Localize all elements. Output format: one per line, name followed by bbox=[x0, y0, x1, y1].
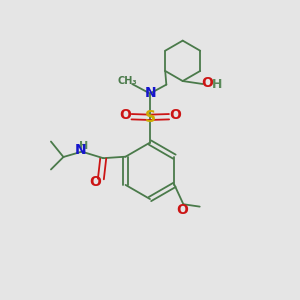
Text: H: H bbox=[79, 141, 88, 151]
Text: S: S bbox=[145, 110, 155, 125]
Text: H: H bbox=[212, 78, 222, 91]
Text: N: N bbox=[145, 85, 157, 100]
Text: O: O bbox=[90, 175, 101, 189]
Text: O: O bbox=[169, 108, 181, 122]
Text: N: N bbox=[75, 143, 86, 158]
Text: O: O bbox=[176, 202, 188, 217]
Text: O: O bbox=[120, 108, 132, 122]
Text: CH₃: CH₃ bbox=[118, 76, 137, 86]
Text: O: O bbox=[201, 76, 213, 89]
